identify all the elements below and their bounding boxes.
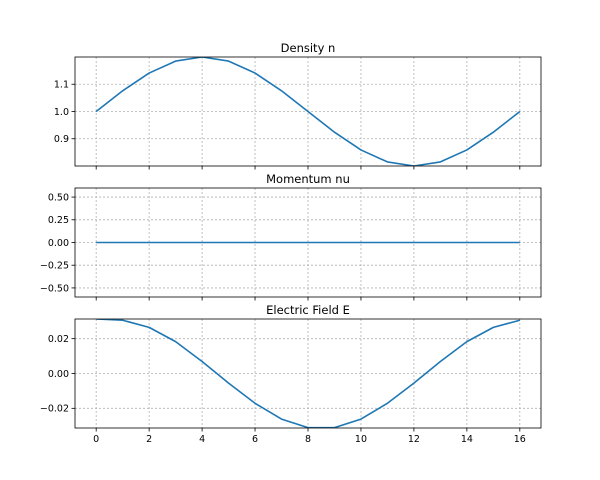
electric-field-e-xtick-label: 8 xyxy=(305,434,311,445)
electric-field-e-xtick-label: 6 xyxy=(252,434,258,445)
electric-field-e-xtick-label: 14 xyxy=(461,434,473,445)
momentum-nu-ytick-label: 0.00 xyxy=(48,238,69,249)
momentum-nu-ytick-label: −0.25 xyxy=(40,261,69,272)
electric-field-e-xtick-label: 0 xyxy=(93,434,99,445)
density-n-ytick-label: 0.9 xyxy=(54,134,69,145)
momentum-nu-ytick-label: 0.50 xyxy=(48,192,69,203)
momentum-nu-ytick-label: −0.50 xyxy=(40,283,69,294)
momentum-nu-panel: −0.50 −0.25 0.00 0.25 0.50 Momentum nu xyxy=(40,172,542,301)
electric-field-e-xtick-label: 2 xyxy=(146,434,152,445)
electric-field-e-xtick-label: 12 xyxy=(408,434,420,445)
electric-field-e-ytick-label: 0.02 xyxy=(48,334,69,345)
density-n-title: Density n xyxy=(281,41,336,55)
electric-field-e-xtick-label: 4 xyxy=(199,434,205,445)
density-n-panel: 0.9 1.0 1.1 Density n xyxy=(54,41,542,170)
electric-field-e-panel: 0 2 4 6 8 10 12 14 16 −0.02 0.00 0.02 Electric Field… xyxy=(40,303,542,445)
density-n-ytick-label: 1.1 xyxy=(54,80,69,91)
momentum-nu-title: Momentum nu xyxy=(266,172,350,186)
electric-field-e-ytick-label: 0.00 xyxy=(48,369,69,380)
momentum-nu-ytick-label: 0.25 xyxy=(48,215,69,226)
density-n-ytick-label: 1.0 xyxy=(54,107,69,118)
electric-field-e-xtick-label: 10 xyxy=(355,434,367,445)
electric-field-e-ytick-label: −0.02 xyxy=(40,404,69,415)
electric-field-e-xtick-label: 16 xyxy=(514,434,526,445)
density-n-series-line xyxy=(95,57,521,166)
electric-field-e-title: Electric Field E xyxy=(266,303,350,317)
